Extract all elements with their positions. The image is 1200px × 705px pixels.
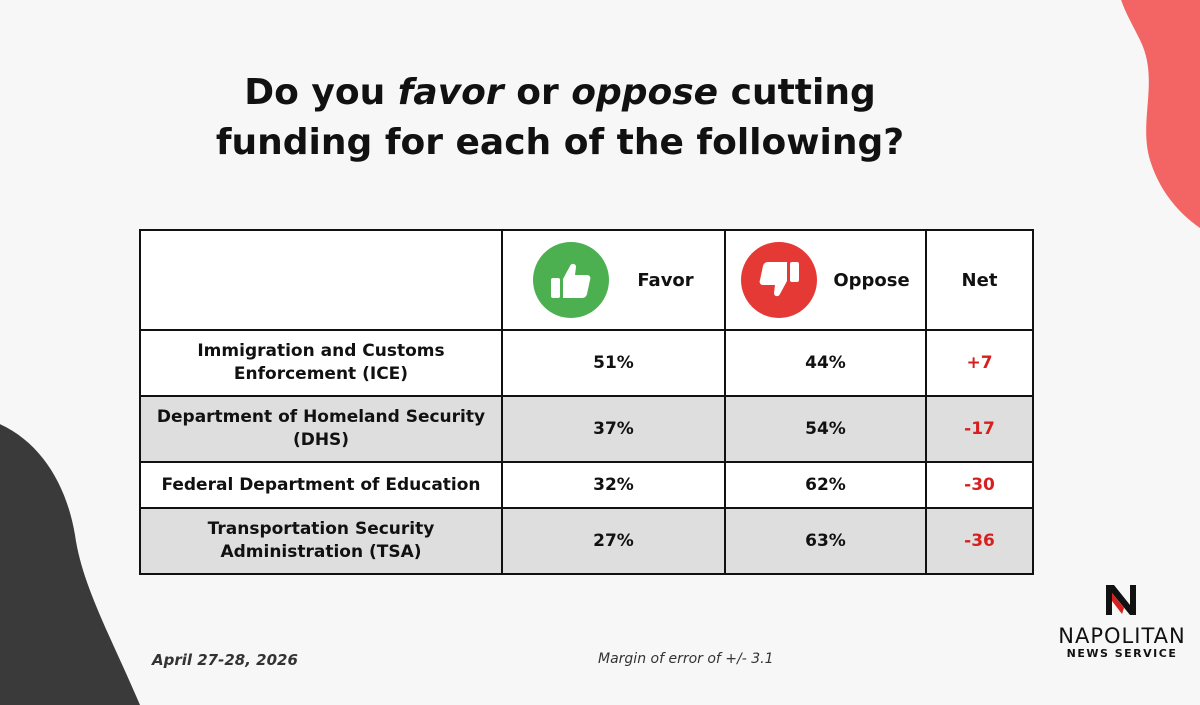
- corner-decoration-coral: [1121, 0, 1200, 228]
- table-row: Immigration and Customs Enforcement (ICE…: [139, 329, 1034, 397]
- agency-name: Immigration and Customs Enforcement (ICE…: [139, 329, 503, 397]
- poll-date: April 27-28, 2026: [152, 651, 298, 669]
- napolitan-n-logo-icon: [1106, 585, 1136, 615]
- logo-name: NAPOLITAN: [1058, 624, 1186, 648]
- net-value: -36: [925, 507, 1034, 575]
- header-net: Net: [925, 229, 1034, 331]
- table-row: Federal Department of Education 32% 62% …: [139, 461, 1034, 509]
- thumbs-down-icon: [741, 242, 818, 318]
- favor-value: 51%: [501, 329, 726, 397]
- corner-decoration-dark: [0, 424, 140, 705]
- oppose-value: 63%: [724, 507, 927, 575]
- net-value: +7: [925, 329, 1034, 397]
- page-title: Do you favor or oppose cutting funding f…: [0, 68, 1120, 168]
- net-value: -30: [925, 461, 1034, 509]
- title-line-1: Do you favor or oppose cutting: [244, 72, 876, 113]
- table-row: Transportation Security Administration (…: [139, 507, 1034, 575]
- oppose-value: 62%: [724, 461, 927, 509]
- net-value: -17: [925, 395, 1034, 463]
- header-empty-cell: [139, 229, 503, 331]
- agency-name: Transportation Security Administration (…: [139, 507, 503, 575]
- logo-subtitle: NEWS SERVICE: [1066, 647, 1178, 660]
- table-header-row: Favor Oppose Net: [139, 229, 1034, 331]
- favor-value: 32%: [501, 461, 726, 509]
- favor-value: 37%: [501, 395, 726, 463]
- oppose-value: 54%: [724, 395, 927, 463]
- header-favor: Favor: [501, 229, 726, 331]
- net-column-label: Net: [961, 269, 998, 291]
- favor-value: 27%: [501, 507, 726, 575]
- oppose-column-label: Oppose: [833, 269, 910, 291]
- thumbs-up-icon: [533, 242, 610, 318]
- margin-of-error: Margin of error of +/- 3.1: [598, 651, 774, 667]
- table-row: Department of Homeland Security (DHS) 37…: [139, 395, 1034, 463]
- header-oppose: Oppose: [724, 229, 927, 331]
- favor-column-label: Favor: [637, 269, 694, 291]
- napolitan-logo: NAPOLITAN NEWS SERVICE: [1052, 583, 1192, 661]
- poll-table: Favor Oppose Net Immigration and: [139, 229, 1034, 575]
- agency-name: Department of Homeland Security (DHS): [139, 395, 503, 463]
- oppose-value: 44%: [724, 329, 927, 397]
- agency-name: Federal Department of Education: [139, 461, 503, 509]
- title-line-2: funding for each of the following?: [215, 122, 905, 163]
